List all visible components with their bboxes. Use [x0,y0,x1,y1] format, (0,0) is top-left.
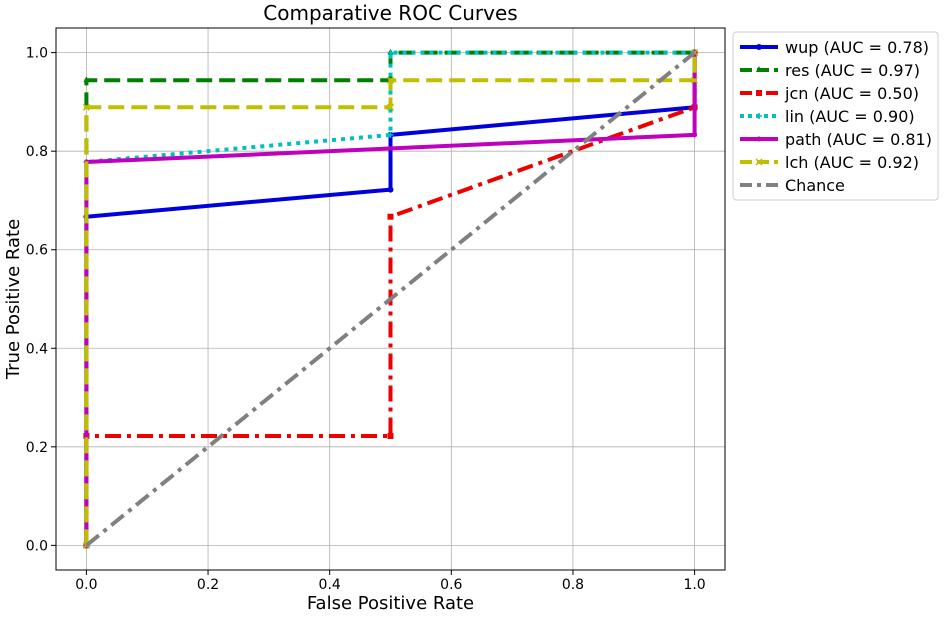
legend-marker-lch [755,158,763,166]
y-tick-label: 1.0 [26,46,48,62]
x-tick-label: 0.8 [562,577,584,593]
data-point-lch [691,76,699,84]
legend-item-wup: wup (AUC = 0.78) [740,38,929,57]
legend-label-wup: wup (AUC = 0.78) [785,38,929,57]
legend-marker-wup [756,44,762,50]
y-tick-label: 0.4 [26,341,48,357]
legend-marker-res [756,66,762,72]
legend-item-lch: lch (AUC = 0.92) [740,153,919,172]
x-tick-label: 0.4 [319,577,341,593]
data-point-wup [387,186,394,193]
legend-item-lin: lin (AUC = 0.90) [740,107,915,126]
plot-area [82,48,699,549]
legend-label-res: res (AUC = 0.97) [785,61,920,80]
data-point-jcn [387,432,394,439]
y-tick-label: 0.2 [26,440,48,456]
x-tick-label: 0.6 [440,577,462,593]
y-axis-title: True Positive Rate [3,219,24,380]
legend-item-chance: Chance [740,176,845,195]
legend-label-lch: lch (AUC = 0.92) [785,153,919,172]
legend-marker-lin [756,113,762,119]
x-tick-label: 0.0 [75,577,97,593]
data-point-lin [387,131,394,138]
legend-item-jcn: jcn (AUC = 0.50) [740,84,919,103]
x-axis-title: False Positive Rate [307,593,474,614]
series-line-chance [85,51,696,547]
ticks: 0.0 0.2 0.4 0.6 0.8 1.0 0.0 0.2 0.4 0.6 0.8 1.0 [26,46,706,593]
data-point-lch [386,76,395,84]
legend-frame [732,31,939,201]
legend-label-lin: lin (AUC = 0.90) [785,107,915,126]
legend-item-res: res (AUC = 0.97) [740,61,920,80]
chart-title: Comparative ROC Curves [263,1,517,25]
legend-item-path: path (AUC = 0.81) [740,130,932,149]
data-point-res [83,76,90,83]
legend-label-chance: Chance [785,176,845,195]
axes-frame [55,27,726,571]
y-tick-label: 0.8 [26,144,48,160]
series-chance [85,51,696,547]
data-point-path [692,132,698,138]
x-tick-label: 0.2 [197,577,219,593]
data-point-lin [387,49,394,56]
y-tick-label: 0.0 [26,538,48,554]
legend-label-path: path (AUC = 0.81) [785,130,932,149]
legend-marker-jcn [756,90,762,96]
y-tick-label: 0.6 [26,243,48,259]
x-tick-label: 1.0 [683,577,705,593]
data-point-lch [386,103,395,111]
data-point-jcn [387,213,394,220]
legend: wup (AUC = 0.78) res (AUC = 0.97) jcn (AUC… [732,31,939,201]
legend-label-jcn: jcn (AUC = 0.50) [784,84,919,103]
data-point-lch [82,103,90,111]
legend-marker-path [756,136,762,142]
